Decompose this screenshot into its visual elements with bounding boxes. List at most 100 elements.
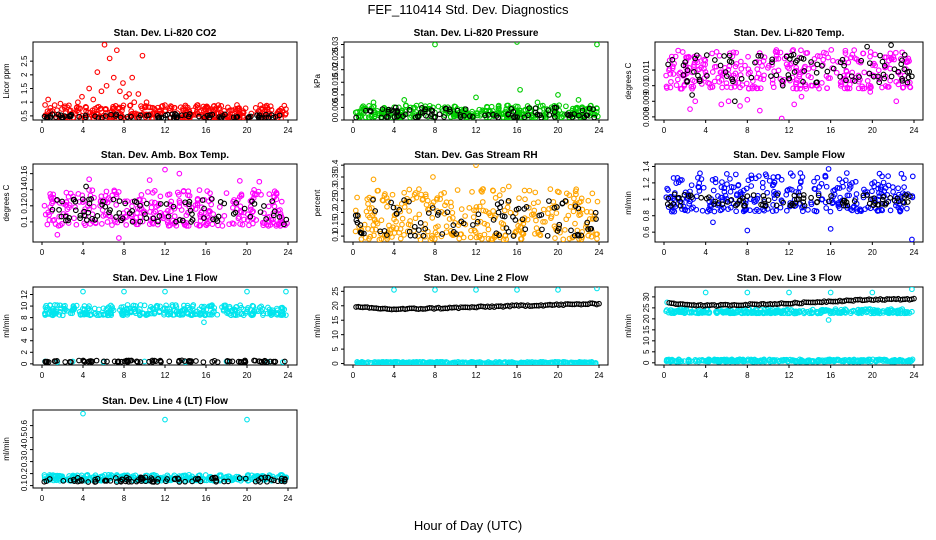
data-point bbox=[111, 187, 118, 194]
data-point bbox=[230, 114, 237, 120]
data-point bbox=[198, 209, 205, 216]
data-point bbox=[740, 308, 747, 314]
data-point bbox=[369, 205, 375, 211]
data-point bbox=[755, 52, 762, 59]
data-point bbox=[792, 200, 799, 206]
data-point bbox=[711, 208, 718, 215]
data-point bbox=[469, 108, 475, 115]
data-point bbox=[510, 233, 517, 239]
data-point bbox=[709, 84, 716, 90]
data-point bbox=[457, 112, 464, 118]
data-point bbox=[770, 202, 776, 208]
data-point bbox=[763, 173, 770, 179]
data-point bbox=[790, 172, 796, 179]
data-point bbox=[786, 75, 793, 82]
data-point bbox=[171, 213, 178, 220]
data-point bbox=[887, 50, 894, 57]
data-point bbox=[677, 198, 683, 205]
data-point bbox=[103, 106, 109, 112]
data-point bbox=[725, 98, 732, 105]
data-point bbox=[211, 357, 218, 364]
data-point bbox=[801, 358, 808, 365]
data-point bbox=[109, 222, 115, 228]
data-point bbox=[682, 62, 689, 68]
data-point bbox=[352, 207, 359, 214]
data-point bbox=[769, 59, 775, 66]
data-point bbox=[418, 102, 424, 108]
data-point bbox=[674, 76, 681, 83]
data-point bbox=[727, 188, 734, 195]
y-tick-label: 30 bbox=[642, 292, 651, 301]
data-point bbox=[219, 223, 226, 229]
data-point bbox=[907, 84, 913, 90]
data-point bbox=[430, 174, 436, 180]
data-point bbox=[747, 196, 754, 202]
x-tick-label: 4 bbox=[392, 126, 397, 135]
data-point bbox=[252, 104, 259, 111]
data-point bbox=[904, 310, 911, 316]
data-point bbox=[110, 196, 117, 203]
data-point bbox=[710, 219, 716, 226]
data-point bbox=[401, 97, 408, 103]
x-tick-label: 16 bbox=[513, 248, 522, 257]
data-point bbox=[261, 357, 268, 364]
data-point bbox=[875, 201, 882, 208]
data-point bbox=[690, 83, 697, 90]
data-point bbox=[564, 111, 571, 118]
x-tick-label: 0 bbox=[351, 371, 356, 380]
data-point bbox=[825, 317, 832, 323]
x-tick-label: 4 bbox=[703, 126, 708, 135]
data-point bbox=[566, 192, 573, 199]
data-point bbox=[104, 305, 111, 312]
y-tick-label: 6 bbox=[20, 326, 29, 331]
data-point bbox=[724, 308, 731, 315]
data-point bbox=[494, 201, 501, 208]
data-point bbox=[261, 210, 267, 217]
data-point bbox=[88, 112, 95, 119]
data-point bbox=[86, 206, 92, 213]
data-point bbox=[791, 69, 798, 75]
series-2 bbox=[353, 104, 598, 120]
data-point bbox=[891, 56, 897, 63]
data-point bbox=[113, 193, 120, 200]
data-point bbox=[745, 85, 752, 92]
data-point bbox=[702, 57, 709, 64]
data-point bbox=[877, 52, 883, 59]
data-point bbox=[86, 176, 92, 183]
x-tick-label: 24 bbox=[910, 371, 919, 380]
data-point bbox=[79, 192, 86, 199]
data-point bbox=[844, 84, 851, 91]
data-point bbox=[825, 54, 831, 61]
data-point bbox=[664, 201, 671, 208]
x-tick-label: 16 bbox=[513, 126, 522, 135]
data-point bbox=[256, 304, 263, 311]
data-point bbox=[665, 195, 672, 202]
data-point bbox=[267, 310, 274, 316]
data-point bbox=[685, 358, 692, 365]
data-point bbox=[480, 360, 487, 365]
data-point bbox=[830, 57, 836, 64]
data-point bbox=[724, 358, 731, 365]
data-point bbox=[469, 114, 476, 120]
data-point bbox=[146, 177, 153, 183]
data-point bbox=[363, 208, 370, 215]
data-point bbox=[79, 311, 86, 318]
data-point bbox=[810, 64, 817, 71]
series-2 bbox=[664, 191, 913, 209]
data-point bbox=[137, 112, 144, 119]
data-point bbox=[718, 357, 725, 364]
data-point bbox=[176, 197, 183, 204]
data-point bbox=[359, 359, 365, 365]
data-point bbox=[208, 303, 215, 310]
data-point bbox=[682, 309, 689, 315]
data-point bbox=[729, 310, 736, 317]
data-point bbox=[221, 200, 228, 207]
x-tick-label: 12 bbox=[161, 494, 170, 503]
data-point bbox=[154, 104, 161, 111]
data-point bbox=[273, 311, 280, 317]
data-point bbox=[214, 359, 221, 365]
data-point bbox=[193, 108, 200, 115]
data-point bbox=[137, 218, 144, 225]
data-point bbox=[898, 170, 905, 177]
